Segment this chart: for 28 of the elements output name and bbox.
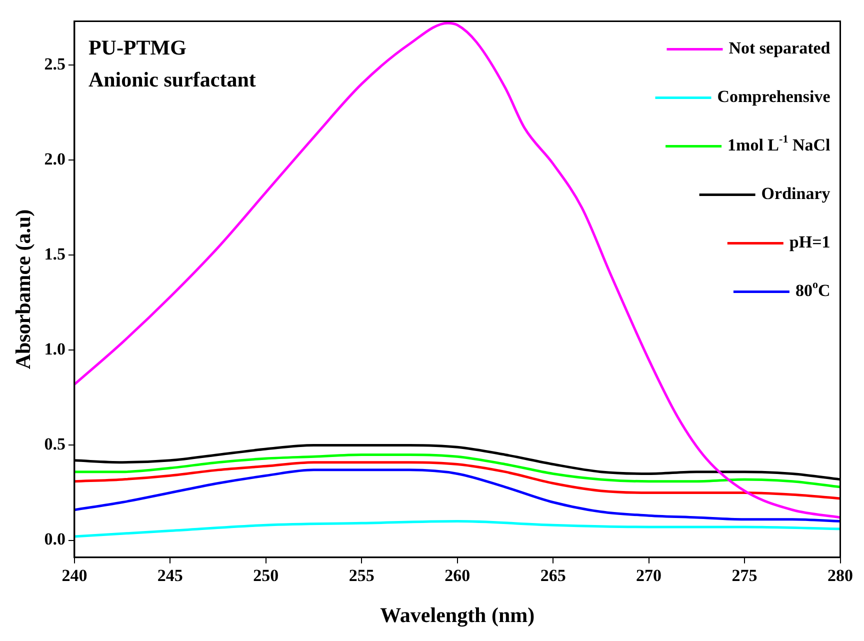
line-series — [74, 22, 840, 519]
x-tick-label: 260 — [444, 566, 470, 585]
x-tick-label: 275 — [732, 566, 758, 585]
x-tick-label: 280 — [828, 566, 853, 585]
y-tick-label: 2.5 — [44, 54, 66, 74]
x-axis-title: Wavelength (nm) — [380, 602, 535, 627]
legend-label: Not separated — [728, 38, 831, 58]
line-series — [74, 520, 840, 538]
y-tick-label: 2.0 — [44, 149, 66, 168]
x-tick-label: 245 — [157, 566, 183, 585]
text: Anionic surfactant — [88, 68, 256, 92]
line-series — [74, 468, 840, 523]
x-tick-label: 240 — [62, 566, 88, 585]
legend-label: pH=1 — [789, 232, 830, 252]
x-tick-label: 265 — [540, 566, 566, 585]
y-tick-label: 0.5 — [44, 434, 66, 454]
x-tick-label: 270 — [636, 566, 662, 585]
legend-label: Comprehensive — [717, 87, 831, 106]
line-series — [74, 461, 840, 500]
y-tick-label: 1.0 — [44, 340, 66, 359]
legend-label: Ordinary — [761, 184, 831, 204]
line-series — [74, 453, 840, 488]
y-tick-label: 0.0 — [44, 530, 66, 549]
x-tick-label: 255 — [348, 566, 374, 585]
y-tick-label: 1.5 — [44, 244, 66, 264]
y-axis-title: Absorbamce (a.u) — [11, 209, 36, 370]
text: PU-PTMG — [88, 36, 186, 60]
x-tick-label: 250 — [253, 566, 279, 585]
